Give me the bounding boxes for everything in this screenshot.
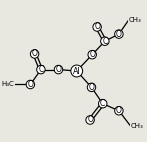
Circle shape xyxy=(115,30,123,38)
Circle shape xyxy=(101,37,109,45)
Text: O: O xyxy=(89,50,95,59)
Text: O: O xyxy=(27,80,33,89)
Circle shape xyxy=(37,65,45,74)
Text: C: C xyxy=(102,37,107,46)
Text: H₃C: H₃C xyxy=(1,82,14,87)
Circle shape xyxy=(98,99,107,108)
Text: O: O xyxy=(56,65,61,74)
Circle shape xyxy=(30,50,39,58)
Circle shape xyxy=(93,23,101,31)
Text: O: O xyxy=(116,106,122,115)
Circle shape xyxy=(88,50,96,59)
Text: CH₃: CH₃ xyxy=(129,17,141,23)
Circle shape xyxy=(26,80,35,89)
Circle shape xyxy=(86,116,94,124)
Text: Al: Al xyxy=(73,66,81,76)
Text: O: O xyxy=(116,30,122,39)
Circle shape xyxy=(87,83,96,92)
Text: O: O xyxy=(32,49,37,59)
Text: O: O xyxy=(88,83,94,92)
Text: C: C xyxy=(100,99,105,108)
Text: O: O xyxy=(94,22,100,32)
Circle shape xyxy=(115,106,123,115)
Text: C: C xyxy=(38,65,44,74)
Text: CH₃: CH₃ xyxy=(131,123,144,129)
Circle shape xyxy=(54,65,63,74)
Circle shape xyxy=(71,65,83,77)
Text: O: O xyxy=(87,115,93,125)
